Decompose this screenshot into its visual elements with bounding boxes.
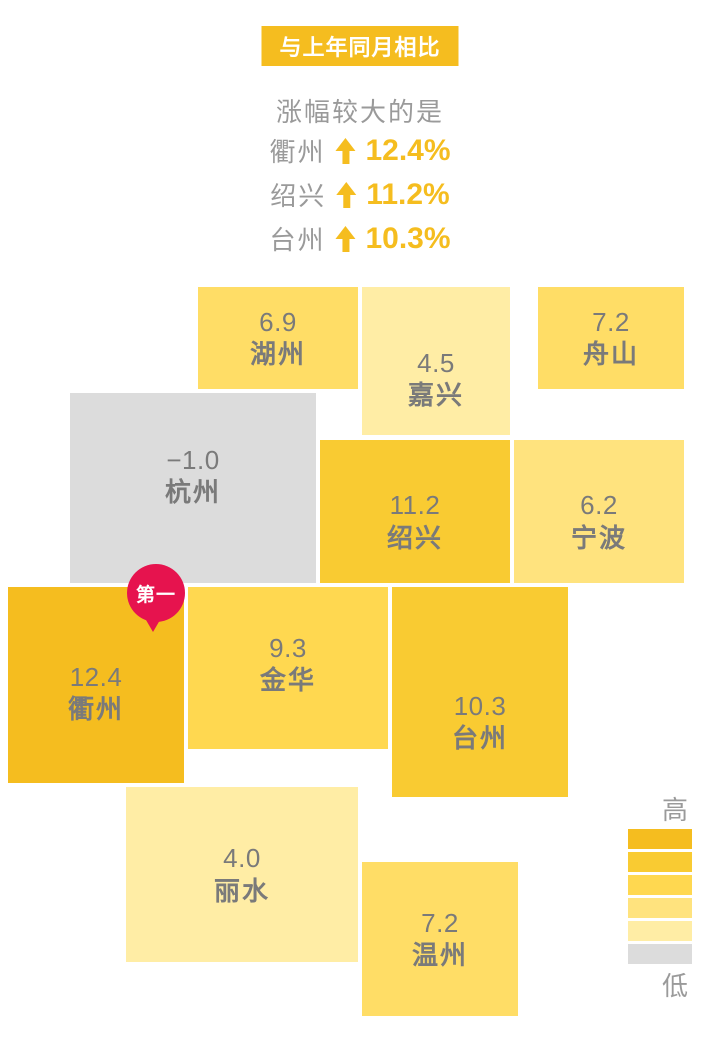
first-badge-tail-icon — [146, 620, 160, 632]
tile-taizhou: 10.3台州 — [392, 587, 568, 797]
rank-city: 绍兴 — [270, 176, 326, 213]
tile-wenzhou: 7.2温州 — [362, 862, 518, 1016]
tile-value: 6.2 — [571, 489, 627, 522]
tile-name: 丽水 — [214, 875, 270, 908]
tile-value: 10.3 — [452, 690, 508, 723]
tile-huzhou: 6.9湖州 — [198, 287, 358, 389]
tile-name: 绍兴 — [387, 522, 443, 555]
tile-value: −1.0 — [165, 444, 221, 477]
tile-hangzhou: −1.0杭州 — [70, 393, 316, 583]
tile-value: 7.2 — [412, 907, 468, 940]
tile-value: 7.2 — [583, 306, 639, 339]
tile-name: 温州 — [412, 939, 468, 972]
tile-name: 湖州 — [250, 338, 306, 371]
legend-swatch-5 — [628, 944, 692, 964]
tile-value: 9.3 — [260, 632, 316, 665]
rank-row-1: 绍兴 11.2% — [270, 176, 449, 213]
tile-name: 金华 — [260, 664, 316, 697]
tile-zhoushan: 7.2舟山 — [538, 287, 684, 389]
tile-name: 衢州 — [68, 693, 124, 726]
legend-swatch-3 — [628, 898, 692, 918]
rank-value: 11.2% — [366, 178, 449, 212]
tile-lishui: 4.0丽水 — [126, 787, 358, 962]
legend-swatch-2 — [628, 875, 692, 895]
tile-name: 杭州 — [165, 476, 221, 509]
tile-jinhua: 9.3金华 — [188, 587, 388, 749]
legend-swatch-4 — [628, 921, 692, 941]
first-badge: 第一 — [127, 564, 185, 622]
tile-jiaxing: 4.5嘉兴 — [362, 287, 510, 435]
tile-name: 嘉兴 — [408, 379, 464, 412]
tile-value: 4.0 — [214, 842, 270, 875]
rank-value: 10.3% — [365, 222, 450, 256]
tile-name: 台州 — [452, 722, 508, 755]
arrow-up-icon — [335, 226, 355, 252]
arrow-up-icon — [336, 182, 356, 208]
tile-value: 6.9 — [250, 306, 306, 339]
tile-value: 4.5 — [408, 347, 464, 380]
rank-value: 12.4% — [365, 134, 450, 168]
legend: 高 低 — [628, 788, 692, 1005]
tile-value: 11.2 — [387, 489, 443, 522]
rank-city: 衢州 — [269, 132, 325, 169]
tile-name: 宁波 — [571, 522, 627, 555]
arrow-up-icon — [335, 138, 355, 164]
tile-ningbo: 6.2宁波 — [514, 440, 684, 583]
legend-label-low: 低 — [662, 966, 690, 1003]
rank-row-2: 台州 10.3% — [269, 220, 450, 257]
legend-swatch-0 — [628, 829, 692, 849]
legend-swatches — [628, 829, 692, 964]
rank-city: 台州 — [269, 220, 325, 257]
rank-row-0: 衢州 12.4% — [269, 132, 450, 169]
tile-value: 12.4 — [68, 661, 124, 694]
legend-label-high: 高 — [662, 790, 690, 827]
legend-swatch-1 — [628, 852, 692, 872]
tile-shaoxing: 11.2绍兴 — [320, 440, 510, 583]
tile-name: 舟山 — [583, 338, 639, 371]
